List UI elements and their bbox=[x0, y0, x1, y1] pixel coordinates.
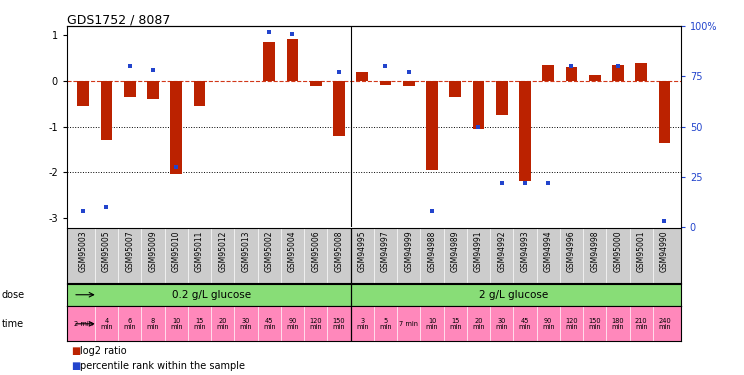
Text: GDS1752 / 8087: GDS1752 / 8087 bbox=[67, 13, 170, 26]
Text: 150
min: 150 min bbox=[333, 318, 345, 330]
Text: 10
min: 10 min bbox=[426, 318, 438, 330]
Text: GSM95012: GSM95012 bbox=[218, 230, 227, 272]
Bar bbox=[635, 63, 647, 81]
Text: GSM95013: GSM95013 bbox=[242, 230, 251, 272]
Bar bbox=[124, 81, 135, 97]
Text: 210
min: 210 min bbox=[635, 318, 647, 330]
Text: GSM94994: GSM94994 bbox=[544, 230, 553, 272]
Bar bbox=[147, 81, 158, 99]
Bar bbox=[310, 81, 321, 87]
Text: GSM95007: GSM95007 bbox=[125, 230, 134, 272]
Bar bbox=[100, 81, 112, 140]
Text: GSM95004: GSM95004 bbox=[288, 230, 297, 272]
Text: GSM94991: GSM94991 bbox=[474, 230, 483, 272]
Text: GSM94988: GSM94988 bbox=[428, 230, 437, 272]
Bar bbox=[77, 81, 89, 106]
Text: 20
min: 20 min bbox=[472, 318, 485, 330]
Bar bbox=[519, 81, 530, 181]
Text: 150
min: 150 min bbox=[589, 318, 601, 330]
Text: 90
min: 90 min bbox=[542, 318, 554, 330]
Text: log2 ratio: log2 ratio bbox=[80, 346, 127, 355]
Text: 8
min: 8 min bbox=[147, 318, 159, 330]
Text: GSM95000: GSM95000 bbox=[614, 230, 623, 272]
Text: GSM95002: GSM95002 bbox=[265, 230, 274, 272]
Text: 45
min: 45 min bbox=[263, 318, 275, 330]
Bar bbox=[449, 81, 461, 97]
Text: GSM94989: GSM94989 bbox=[451, 230, 460, 272]
Bar bbox=[426, 81, 437, 170]
Text: GSM95011: GSM95011 bbox=[195, 230, 204, 272]
Text: GSM94992: GSM94992 bbox=[497, 230, 506, 272]
Text: GSM94997: GSM94997 bbox=[381, 230, 390, 272]
Bar bbox=[356, 72, 368, 81]
Text: 20
min: 20 min bbox=[217, 318, 229, 330]
Text: GSM94990: GSM94990 bbox=[660, 230, 669, 272]
Text: 15
min: 15 min bbox=[193, 318, 206, 330]
Text: 120
min: 120 min bbox=[310, 318, 322, 330]
Text: 45
min: 45 min bbox=[519, 318, 531, 330]
Text: 7 min: 7 min bbox=[400, 321, 418, 327]
Text: 30
min: 30 min bbox=[496, 318, 508, 330]
Text: GSM95006: GSM95006 bbox=[311, 230, 320, 272]
Bar bbox=[379, 81, 391, 85]
Text: dose: dose bbox=[1, 290, 25, 300]
Text: GSM94995: GSM94995 bbox=[358, 230, 367, 272]
Bar bbox=[286, 39, 298, 81]
Text: 30
min: 30 min bbox=[240, 318, 252, 330]
Text: 6
min: 6 min bbox=[124, 318, 136, 330]
Bar bbox=[612, 65, 623, 81]
Text: ■: ■ bbox=[71, 361, 80, 370]
Text: GSM95005: GSM95005 bbox=[102, 230, 111, 272]
Text: time: time bbox=[1, 319, 24, 329]
Bar bbox=[403, 81, 414, 86]
Text: GSM95010: GSM95010 bbox=[172, 230, 181, 272]
Bar bbox=[170, 81, 182, 174]
Bar bbox=[472, 81, 484, 129]
Text: GSM95003: GSM95003 bbox=[79, 230, 88, 272]
Text: GSM95008: GSM95008 bbox=[335, 230, 344, 272]
Text: 15
min: 15 min bbox=[449, 318, 461, 330]
Text: percentile rank within the sample: percentile rank within the sample bbox=[80, 361, 246, 370]
Text: 90
min: 90 min bbox=[286, 318, 299, 330]
Text: 120
min: 120 min bbox=[565, 318, 578, 330]
Text: 180
min: 180 min bbox=[612, 318, 624, 330]
Text: 2 g/L glucose: 2 g/L glucose bbox=[478, 290, 548, 300]
Text: 10
min: 10 min bbox=[170, 318, 182, 330]
Bar bbox=[496, 81, 507, 115]
Text: 2 min: 2 min bbox=[74, 321, 93, 327]
Text: GSM94999: GSM94999 bbox=[404, 230, 413, 272]
Text: 3
min: 3 min bbox=[356, 318, 368, 330]
Text: 4
min: 4 min bbox=[100, 318, 113, 330]
Bar bbox=[658, 81, 670, 142]
Bar bbox=[589, 75, 600, 81]
Text: GSM94998: GSM94998 bbox=[590, 230, 599, 272]
Text: 0.2 g/L glucose: 0.2 g/L glucose bbox=[172, 290, 251, 300]
Bar bbox=[542, 65, 554, 81]
Text: GSM95001: GSM95001 bbox=[637, 230, 646, 272]
Text: ■: ■ bbox=[71, 346, 80, 355]
Text: 5
min: 5 min bbox=[379, 318, 392, 330]
Text: GSM94993: GSM94993 bbox=[521, 230, 530, 272]
Bar bbox=[565, 67, 577, 81]
Bar bbox=[193, 81, 205, 106]
Text: 240
min: 240 min bbox=[658, 318, 671, 330]
Bar bbox=[333, 81, 344, 136]
Text: GSM95009: GSM95009 bbox=[149, 230, 158, 272]
Text: GSM94996: GSM94996 bbox=[567, 230, 576, 272]
Bar bbox=[263, 42, 275, 81]
